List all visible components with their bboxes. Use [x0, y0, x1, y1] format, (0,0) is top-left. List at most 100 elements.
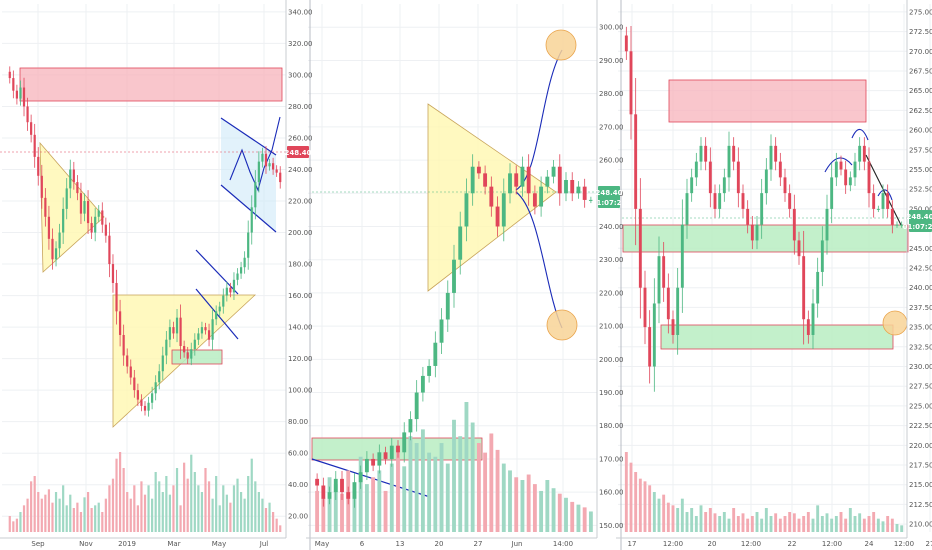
middle-y-tick-label: 290.00 [599, 57, 624, 65]
left-volume-bar [79, 512, 83, 532]
left-y-tick-label: 80.00 [288, 418, 308, 426]
left-volume-bar [58, 498, 61, 532]
left-candle [204, 327, 207, 331]
middle-candle [489, 186, 494, 207]
left-candle [79, 193, 83, 214]
middle-candle [458, 226, 463, 260]
left-candle [22, 87, 26, 107]
middle-volume-bar [364, 484, 369, 532]
middle-x-tick-label: 13 [396, 540, 405, 548]
left-candle [143, 405, 147, 411]
middle-volume-bar [414, 443, 419, 532]
middle-candle [371, 458, 376, 466]
right-candle [844, 169, 848, 186]
left-candle [236, 273, 239, 280]
right-y-tick-label: 257.50 [909, 146, 932, 154]
left-candle [197, 333, 200, 340]
right-candle [867, 161, 871, 194]
middle-candle [420, 375, 425, 393]
left-candle [168, 327, 172, 340]
left-volume-bar [15, 518, 18, 532]
left-volume-bar [250, 458, 253, 532]
right-candle [750, 224, 754, 241]
right-candle [680, 224, 684, 288]
right-x-tick-label: 12:00 [894, 540, 914, 548]
right-candle [722, 177, 726, 194]
left-axes: 20.00 40.00 60.00 80.00 100.00 120.00 140.00 16… [0, 0, 313, 548]
left-volume-bar [33, 476, 36, 532]
left-volume-bar [126, 492, 129, 532]
middle-y-tick-label: 280.00 [599, 90, 624, 98]
middle-candle [327, 492, 332, 499]
left-y-tick-label: 240.00 [288, 166, 313, 174]
left-y-tick-label: 220.00 [288, 198, 313, 206]
right-volume-bar [867, 516, 871, 532]
right-series [624, 26, 904, 532]
right-volume-bar [648, 485, 652, 532]
middle-candle [514, 173, 519, 187]
middle-candle [408, 419, 413, 433]
left-candle [161, 355, 164, 372]
right-candle [862, 145, 866, 162]
left-candle [218, 306, 221, 312]
left-y-tick-label: 20.00 [288, 513, 308, 521]
right-candle [746, 208, 750, 225]
right-candle [629, 51, 633, 115]
left-volume-bar [193, 472, 196, 532]
left-trend-line-3 [220, 117, 277, 156]
right-candle [811, 303, 815, 335]
left-candle [243, 257, 246, 268]
middle-candle [445, 292, 450, 320]
left-candle [83, 201, 86, 214]
left-x-tick-label: Mar [167, 540, 180, 548]
left-candle [207, 330, 211, 340]
left-candle [275, 169, 278, 173]
right-y-tick-label: 265.00 [909, 87, 932, 95]
middle-price-tag-time: 11:07:21 [592, 199, 627, 207]
left-volume-bar [12, 521, 15, 532]
middle-y-tick-label: 270.00 [599, 123, 624, 131]
middle-volume-bar [514, 477, 519, 532]
right-candle [825, 208, 829, 241]
right-candle [624, 35, 628, 52]
left-volume-bar [22, 505, 26, 532]
middle-volume-bar [383, 490, 388, 532]
left-volume-bar [40, 498, 43, 532]
left-volume-bar [225, 494, 228, 532]
left-volume-bar [37, 492, 40, 532]
right-candle [890, 208, 894, 225]
right-candle [900, 224, 904, 226]
right-y-tick-label: 275.00 [909, 8, 932, 16]
right-candle [657, 256, 661, 304]
left-volume-bar [268, 502, 271, 532]
middle-candle [582, 186, 587, 200]
right-candle [708, 161, 712, 194]
left-candle [33, 134, 36, 157]
right-candle [732, 145, 736, 162]
left-volume-bar [8, 516, 11, 532]
left-candle [175, 317, 179, 334]
right-y-tick-label: 215.00 [909, 481, 932, 489]
left-y-tick-label: 280.00 [288, 103, 313, 111]
right-volume-bar [862, 518, 866, 532]
middle-y-tick-label: 300.00 [599, 24, 624, 32]
right-y-tick-label: 272.50 [909, 28, 932, 36]
right-candle [769, 145, 773, 170]
right-candle [792, 208, 796, 241]
middle-volume-bar [389, 463, 394, 532]
left-candle [104, 224, 107, 236]
right-candle [727, 145, 731, 178]
middle-volume-bar [570, 501, 575, 532]
right-candle [704, 145, 708, 162]
middle-y-tick-label: 240.00 [599, 223, 624, 231]
left-candle [30, 122, 33, 135]
right-volume-bar [802, 516, 806, 532]
right-arc-2 [851, 128, 869, 141]
middle-volume-bar [333, 484, 338, 532]
left-candle [186, 352, 189, 359]
right-candle [834, 161, 838, 178]
right-target-circle [882, 310, 908, 336]
middle-candle [321, 485, 326, 499]
left-candle [222, 295, 225, 307]
middle-candle [427, 365, 432, 376]
